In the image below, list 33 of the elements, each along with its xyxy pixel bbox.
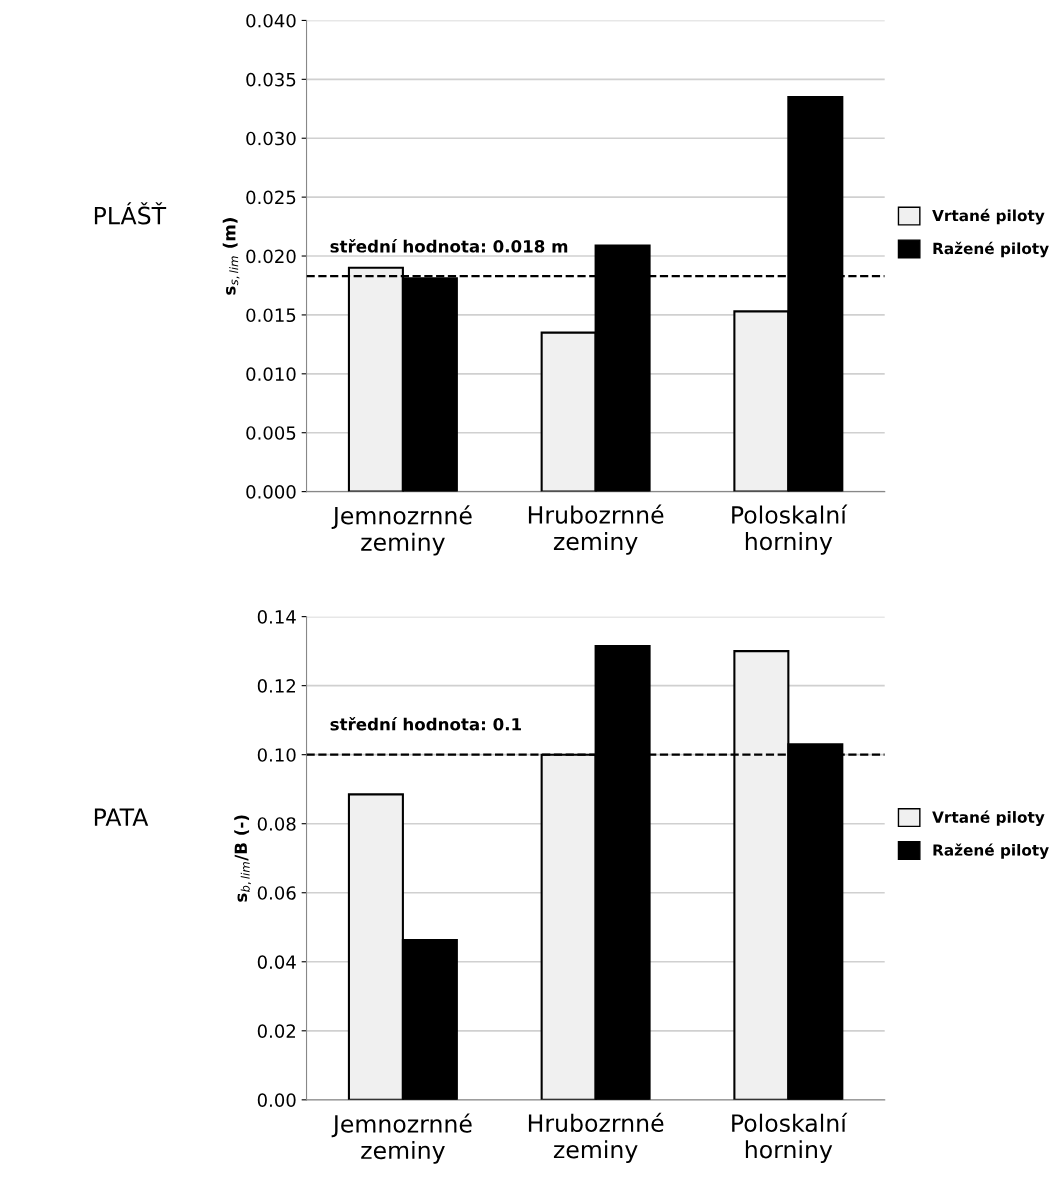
y-tick-label: 0.08 [257, 817, 296, 831]
y-tick-label: 0.040 [246, 13, 296, 28]
y-tick-label: 0.025 [246, 190, 296, 205]
y-axis-title: s$_{s,lim}$ (m) [222, 218, 240, 295]
ref-line-label: střední hodnota: 0.018 m [330, 239, 568, 253]
ref-line-label: střední hodnota: 0.1 [330, 716, 521, 731]
y-tick-label: 0.12 [257, 679, 295, 693]
y-tick-label: 0.010 [246, 367, 296, 381]
y-tick-label: 0.10 [257, 748, 296, 762]
x-tick-label: Jemnozrnné zeminy [331, 505, 472, 556]
legend-label: Ražené piloty [933, 843, 1049, 859]
x-tick-label: Poloskalní horniny [732, 1112, 848, 1164]
y-tick-label: 0.00 [257, 1093, 296, 1107]
y-tick-label: 0.02 [257, 1024, 295, 1038]
y-tick-label: 0.04 [257, 955, 296, 969]
x-tick-label: Poloskalní horniny [732, 504, 848, 555]
y-tick-label: 0.015 [246, 308, 296, 323]
legend-label: Ražené piloty [933, 241, 1049, 258]
legend-label: Vrtané piloty [932, 810, 1045, 826]
x-tick-label: Hrubozrnné zeminy [528, 504, 664, 555]
y-tick-label: 0.020 [246, 249, 296, 264]
y-tick-label: 0.000 [246, 485, 296, 499]
x-tick-label: Hrubozrnné zeminy [528, 1112, 664, 1164]
y-tick-label: 0.035 [246, 72, 296, 87]
y-tick-label: 0.14 [257, 610, 296, 624]
y-tick-label: 0.005 [246, 426, 296, 440]
y-tick-label: 0.06 [257, 886, 296, 900]
text: PATA [94, 808, 149, 826]
text: PLÁŠŤ [94, 202, 167, 225]
x-tick-label: Jemnozrnné zeminy [331, 1113, 472, 1164]
y-tick-label: 0.030 [246, 131, 296, 146]
legend-label: Vrtané piloty [932, 208, 1045, 225]
y-axis-title: s$_{b,lim}$/B (-) [234, 815, 251, 902]
